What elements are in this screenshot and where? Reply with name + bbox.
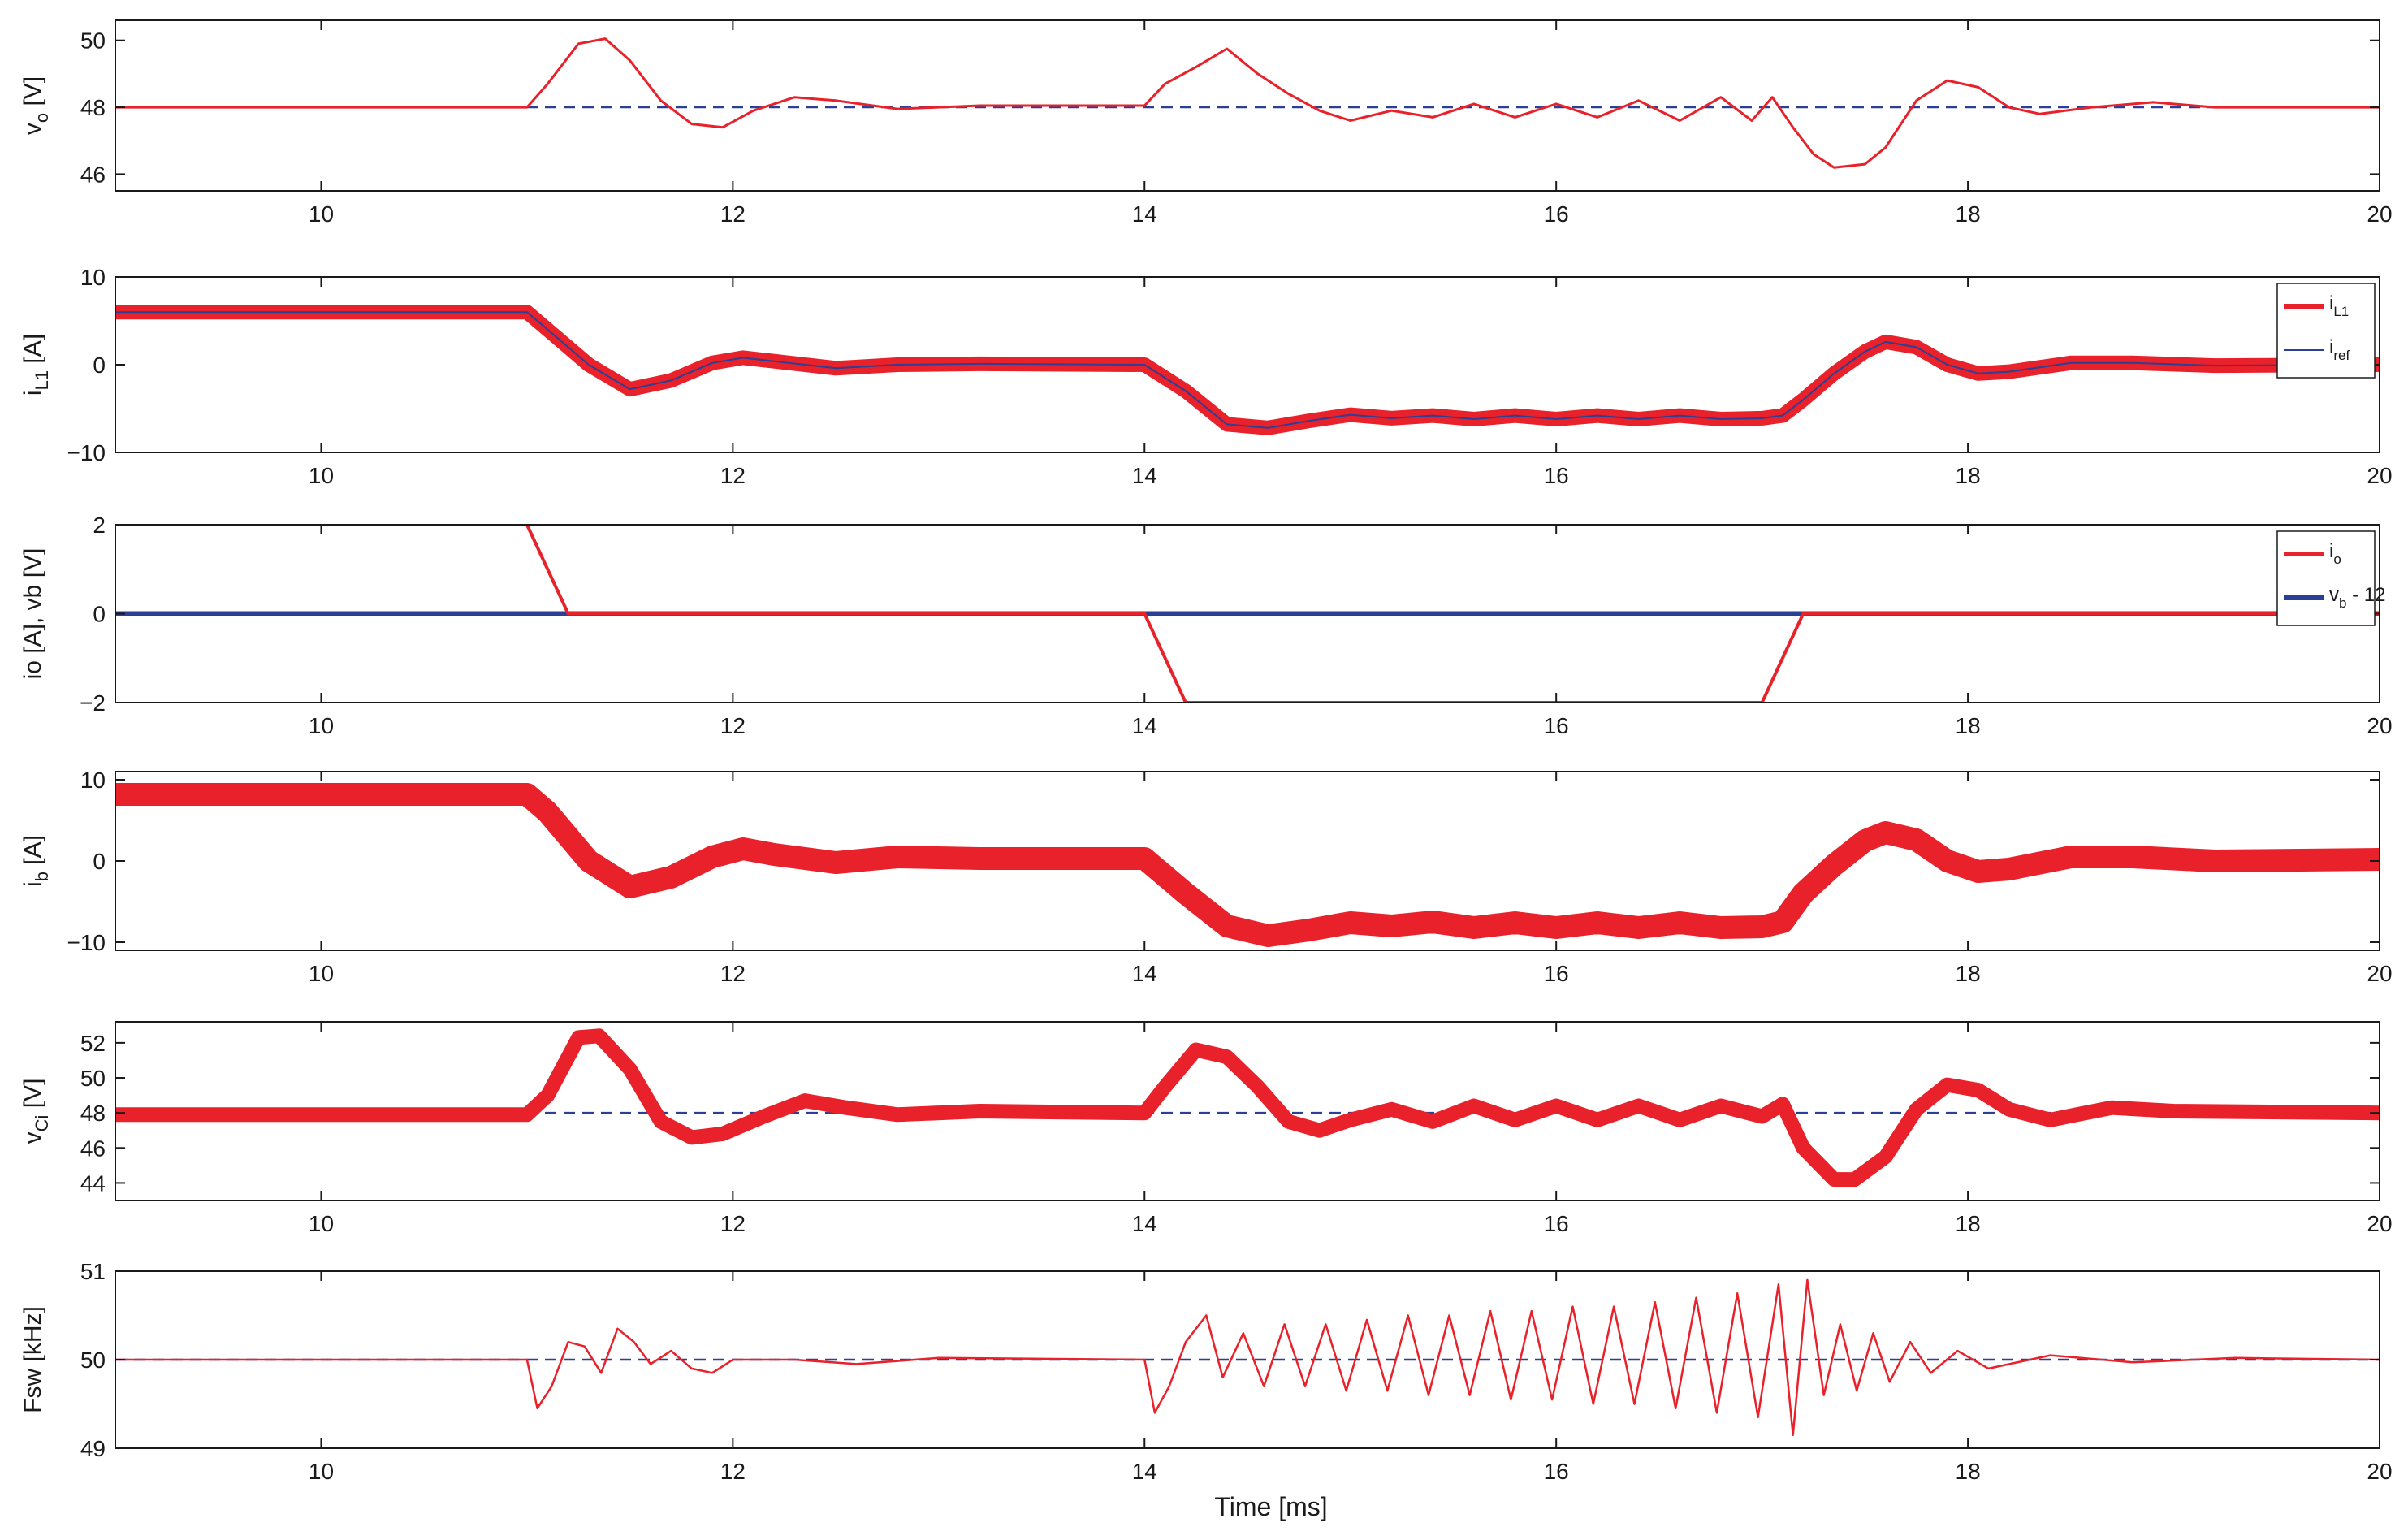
x-tick-label: 16 [1544, 1459, 1569, 1484]
x-tick-label: 16 [1544, 713, 1569, 738]
x-tick-label: 20 [2367, 201, 2392, 227]
y-tick-label: −10 [67, 440, 106, 465]
y-tick-label: −10 [67, 930, 106, 955]
x-tick-label: 20 [2367, 713, 2392, 738]
subplot-4: 10 12 14 16 18 20 −10 0 10 ib [A] [19, 768, 2393, 986]
x-tick-label: 14 [1132, 713, 1157, 738]
x-tick-label: 18 [1956, 463, 1981, 488]
x-tick-label: 12 [720, 201, 746, 227]
x-tick-label: 10 [309, 1211, 334, 1236]
y-axis-title: iL1 [A] [19, 334, 52, 396]
series-line-1 [115, 1028, 2380, 1187]
x-tick-label: 10 [309, 713, 334, 738]
series-line-1 [115, 305, 2380, 435]
y-tick-label: 48 [80, 95, 106, 120]
x-tick-label: 20 [2367, 1459, 2392, 1484]
series-line-2 [115, 525, 2380, 703]
y-tick-label: 0 [93, 849, 106, 874]
y-tick-label: 52 [80, 1031, 106, 1056]
x-tick-label: 12 [720, 463, 746, 488]
y-tick-label: 0 [93, 353, 106, 378]
subplot-6: 10 12 14 16 18 20 49 50 51 Fsw [kHz] [19, 1259, 2393, 1484]
y-tick-label: 10 [80, 768, 106, 793]
y-tick-label: 50 [80, 28, 106, 54]
legend: io vb - 12 [2276, 530, 2386, 626]
x-tick-label: 16 [1544, 463, 1569, 488]
x-tick-label: 16 [1544, 1211, 1569, 1236]
y-tick-label: 46 [80, 162, 106, 187]
x-tick-label: 20 [2367, 463, 2392, 488]
x-tick-label: 18 [1956, 1211, 1981, 1236]
x-tick-label: 20 [2367, 1211, 2392, 1236]
x-tick-label: 10 [309, 201, 334, 227]
x-tick-label: 18 [1956, 713, 1981, 738]
x-tick-label: 10 [309, 961, 334, 986]
x-tick-label: 18 [1956, 201, 1981, 227]
y-tick-label: 10 [80, 265, 106, 290]
series-line-1 [115, 37, 2380, 169]
x-tick-label: 14 [1132, 463, 1157, 488]
legend-box [2276, 530, 2376, 626]
subplot-3: 10 12 14 16 18 20 −2 0 2 io [A], vb [V] io vb - 12 [19, 513, 2393, 738]
subplot-5: 10 12 14 16 18 20 44 46 48 50 52 vCi [V] [19, 1021, 2393, 1236]
y-tick-label: 48 [80, 1101, 106, 1126]
x-tick-label: 14 [1132, 1211, 1157, 1236]
x-tick-label: 16 [1544, 961, 1569, 986]
legend-label: iref [2329, 336, 2350, 363]
axes-box [115, 1021, 2380, 1201]
x-axis-title: Time [ms] [1214, 1492, 1327, 1521]
y-axis-title: Fsw [kHz] [19, 1306, 46, 1413]
subplot-2: 10 12 14 16 18 20 −10 0 10 iL1 [A] iL1 iref [19, 265, 2393, 488]
x-tick-label: 20 [2367, 961, 2392, 986]
y-axis-title: io [A], vb [V] [19, 548, 46, 680]
y-tick-label: −2 [80, 690, 106, 716]
y-tick-label: 2 [93, 513, 106, 538]
y-tick-label: 46 [80, 1136, 106, 1161]
series-line-2 [115, 311, 2380, 429]
x-tick-label: 12 [720, 1211, 746, 1236]
x-tick-label: 12 [720, 713, 746, 738]
legend-label: vb - 12 [2329, 584, 2386, 611]
x-tick-label: 18 [1956, 1459, 1981, 1484]
x-tick-label: 14 [1132, 201, 1157, 227]
x-tick-label: 12 [720, 1459, 746, 1484]
y-axis-title: ib [A] [19, 835, 52, 887]
legend-label: iL1 [2329, 292, 2349, 319]
x-tick-label: 18 [1956, 961, 1981, 986]
x-tick-label: 16 [1544, 201, 1569, 227]
y-tick-label: 49 [80, 1436, 106, 1461]
subplot-1: 10 12 14 16 18 20 46 48 50 vo [V] [19, 19, 2393, 227]
legend-box [2276, 283, 2376, 379]
y-tick-label: 50 [80, 1348, 106, 1373]
y-axis-title: vo [V] [19, 76, 52, 135]
x-tick-label: 14 [1132, 961, 1157, 986]
y-tick-label: 51 [80, 1259, 106, 1284]
y-tick-label: 50 [80, 1066, 106, 1091]
x-tick-label: 10 [309, 463, 334, 488]
axes-box [115, 19, 2380, 192]
x-tick-label: 12 [720, 961, 746, 986]
x-tick-label: 10 [309, 1459, 334, 1484]
x-tick-label: 14 [1132, 1459, 1157, 1484]
legend-label: io [2329, 540, 2341, 567]
y-axis-title: vCi [V] [19, 1079, 52, 1144]
series-line-1 [115, 783, 2380, 947]
legend: iL1 iref [2276, 283, 2376, 379]
y-tick-label: 44 [80, 1170, 106, 1196]
y-tick-label: 0 [93, 602, 106, 627]
series-line-1 [115, 1278, 2380, 1436]
